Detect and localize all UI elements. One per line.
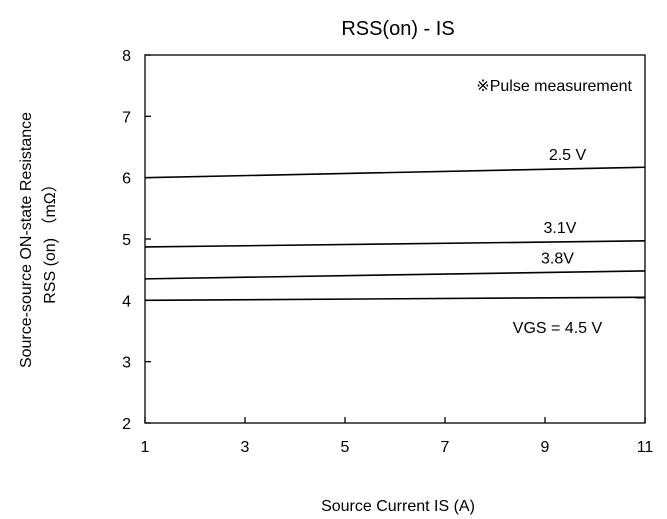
x-tick-label: 11 [637,439,654,456]
series-label: 3.8V [541,250,574,267]
y-tick-label: 2 [122,416,131,433]
plot-frame [144,54,646,424]
y-tick-label: 3 [122,355,131,372]
y-axis-label-line2: RSS (on) （mΩ） [41,176,59,304]
y-tick-label: 6 [122,171,131,188]
x-tick-label: 7 [441,439,450,456]
series-line [144,296,646,302]
plot-area: 2 3 4 5 6 7 8 1 3 5 7 9 11 2.5 V 3.1V 3.8V VGS = 4.5 V [122,48,653,456]
x-tick-label: 9 [541,439,550,456]
series-label: 2.5 V [549,147,587,164]
series-line [144,240,646,248]
series-line [144,166,646,179]
series-label: VGS = 4.5 V [513,320,603,337]
x-tick-label: 1 [141,439,150,456]
pulse-measurement-note: ※Pulse measurement [476,78,632,95]
chart-title: RSS(on) - IS [341,18,454,40]
series-label: 3.1V [544,220,577,237]
y-tick-label: 4 [122,293,131,310]
y-axis-label-line1: Source-source ON-state Resistance [18,112,35,368]
y-tick-label: 5 [122,232,131,249]
x-tick-label: 5 [341,439,350,456]
x-tick-label: 3 [241,439,250,456]
x-axis-label: Source Current IS (A) [321,498,475,515]
y-tick-label: 7 [122,109,131,126]
series-line [144,270,646,280]
y-tick-label: 8 [122,48,131,65]
